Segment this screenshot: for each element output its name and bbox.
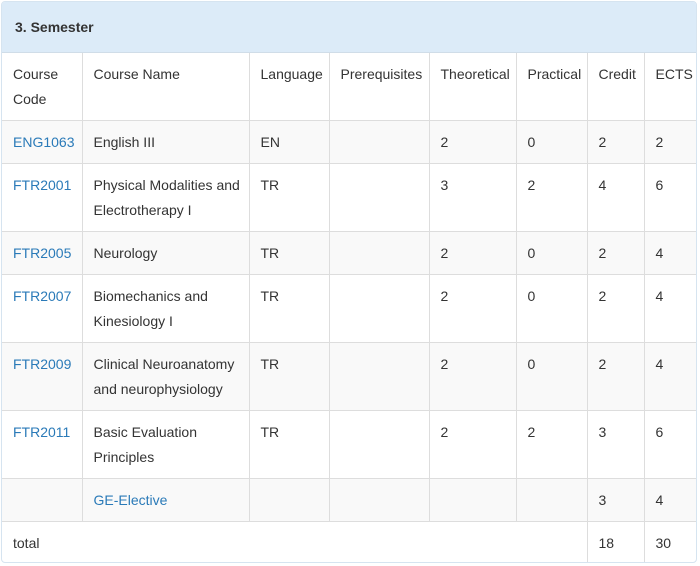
table-row: FTR2005 Neurology TR 2 0 2 4 (2, 231, 696, 275)
column-header-prerequisites: Prerequisites (328, 53, 430, 121)
prerequisites-cell (328, 231, 430, 275)
total-ects: 30 (643, 521, 696, 562)
course-code-cell: ENG1063 (2, 120, 83, 164)
ects-cell: 2 (643, 120, 696, 164)
course-code-link[interactable]: FTR2011 (13, 424, 71, 440)
column-header-ects: ECTS (643, 53, 696, 121)
practical-cell: 0 (515, 231, 588, 275)
theoretical-cell: 2 (428, 410, 517, 479)
course-name-cell: GE-Elective (81, 478, 250, 522)
course-code-cell (2, 478, 83, 522)
prerequisites-cell (328, 410, 430, 479)
credit-cell: 3 (586, 410, 645, 479)
course-name-cell: Physical Modalities and Electrotherapy I (81, 163, 250, 232)
credit-cell: 2 (586, 342, 645, 411)
practical-cell: 2 (515, 410, 588, 479)
practical-cell: 0 (515, 120, 588, 164)
table-row: FTR2001 Physical Modalities and Electrot… (2, 163, 696, 232)
column-header-language: Language (248, 53, 330, 121)
credit-cell: 2 (586, 231, 645, 275)
language-cell: TR (248, 342, 330, 411)
prerequisites-cell (328, 120, 430, 164)
table-row: ENG1063 English III EN 2 0 2 2 (2, 120, 696, 164)
credit-cell: 3 (586, 478, 645, 522)
table-row: FTR2009 Clinical Neuroanatomy and neurop… (2, 342, 696, 411)
language-cell: TR (248, 231, 330, 275)
column-header-course-code: Course Code (2, 53, 83, 121)
table-row: FTR2011 Basic Evaluation Principles TR 2… (2, 410, 696, 479)
column-header-practical: Practical (515, 53, 588, 121)
column-header-credit: Credit (586, 53, 645, 121)
course-name-cell: Biomechanics and Kinesiology I (81, 274, 250, 343)
theoretical-cell (428, 478, 517, 522)
ects-cell: 6 (643, 163, 696, 232)
course-code-link[interactable]: ENG1063 (13, 134, 75, 150)
elective-link[interactable]: GE-Elective (93, 492, 168, 508)
semester-title: 3. Semester (2, 2, 696, 53)
column-header-theoretical: Theoretical (428, 53, 517, 121)
theoretical-cell: 2 (428, 231, 517, 275)
theoretical-cell: 3 (428, 163, 517, 232)
prerequisites-cell (328, 163, 430, 232)
theoretical-cell: 2 (428, 120, 517, 164)
course-code-cell: FTR2005 (2, 231, 83, 275)
course-name-cell: Neurology (81, 231, 250, 275)
ects-cell: 6 (643, 410, 696, 479)
total-row: total 18 30 (2, 521, 696, 562)
course-code-link[interactable]: FTR2009 (13, 356, 72, 372)
practical-cell: 2 (515, 163, 588, 232)
theoretical-cell: 2 (428, 342, 517, 411)
table-header-row: Course Code Course Name Language Prerequ… (2, 53, 696, 121)
practical-cell: 0 (515, 274, 588, 343)
credit-cell: 4 (586, 163, 645, 232)
prerequisites-cell (328, 342, 430, 411)
practical-cell: 0 (515, 342, 588, 411)
theoretical-cell: 2 (428, 274, 517, 343)
elective-row: GE-Elective 3 4 (2, 478, 696, 522)
ects-cell: 4 (643, 342, 696, 411)
course-code-link[interactable]: FTR2005 (13, 245, 72, 261)
course-name-cell: English III (81, 120, 250, 164)
language-cell: TR (248, 410, 330, 479)
table-row: FTR2007 Biomechanics and Kinesiology I T… (2, 274, 696, 343)
language-cell: TR (248, 274, 330, 343)
total-label: total (2, 521, 588, 562)
course-name-cell: Clinical Neuroanatomy and neurophysiolog… (81, 342, 250, 411)
course-table: Course Code Course Name Language Prerequ… (2, 53, 696, 562)
ects-cell: 4 (643, 231, 696, 275)
course-code-cell: FTR2001 (2, 163, 83, 232)
course-code-cell: FTR2011 (2, 410, 83, 479)
practical-cell (515, 478, 588, 522)
credit-cell: 2 (586, 274, 645, 343)
prerequisites-cell (328, 478, 430, 522)
prerequisites-cell (328, 274, 430, 343)
course-code-link[interactable]: FTR2007 (13, 288, 72, 304)
language-cell: TR (248, 163, 330, 232)
credit-cell: 2 (586, 120, 645, 164)
language-cell (248, 478, 330, 522)
language-cell: EN (248, 120, 330, 164)
total-credit: 18 (586, 521, 645, 562)
ects-cell: 4 (643, 478, 696, 522)
course-code-cell: FTR2009 (2, 342, 83, 411)
course-code-cell: FTR2007 (2, 274, 83, 343)
course-name-cell: Basic Evaluation Principles (81, 410, 250, 479)
course-code-link[interactable]: FTR2001 (13, 177, 72, 193)
column-header-course-name: Course Name (81, 53, 250, 121)
ects-cell: 4 (643, 274, 696, 343)
